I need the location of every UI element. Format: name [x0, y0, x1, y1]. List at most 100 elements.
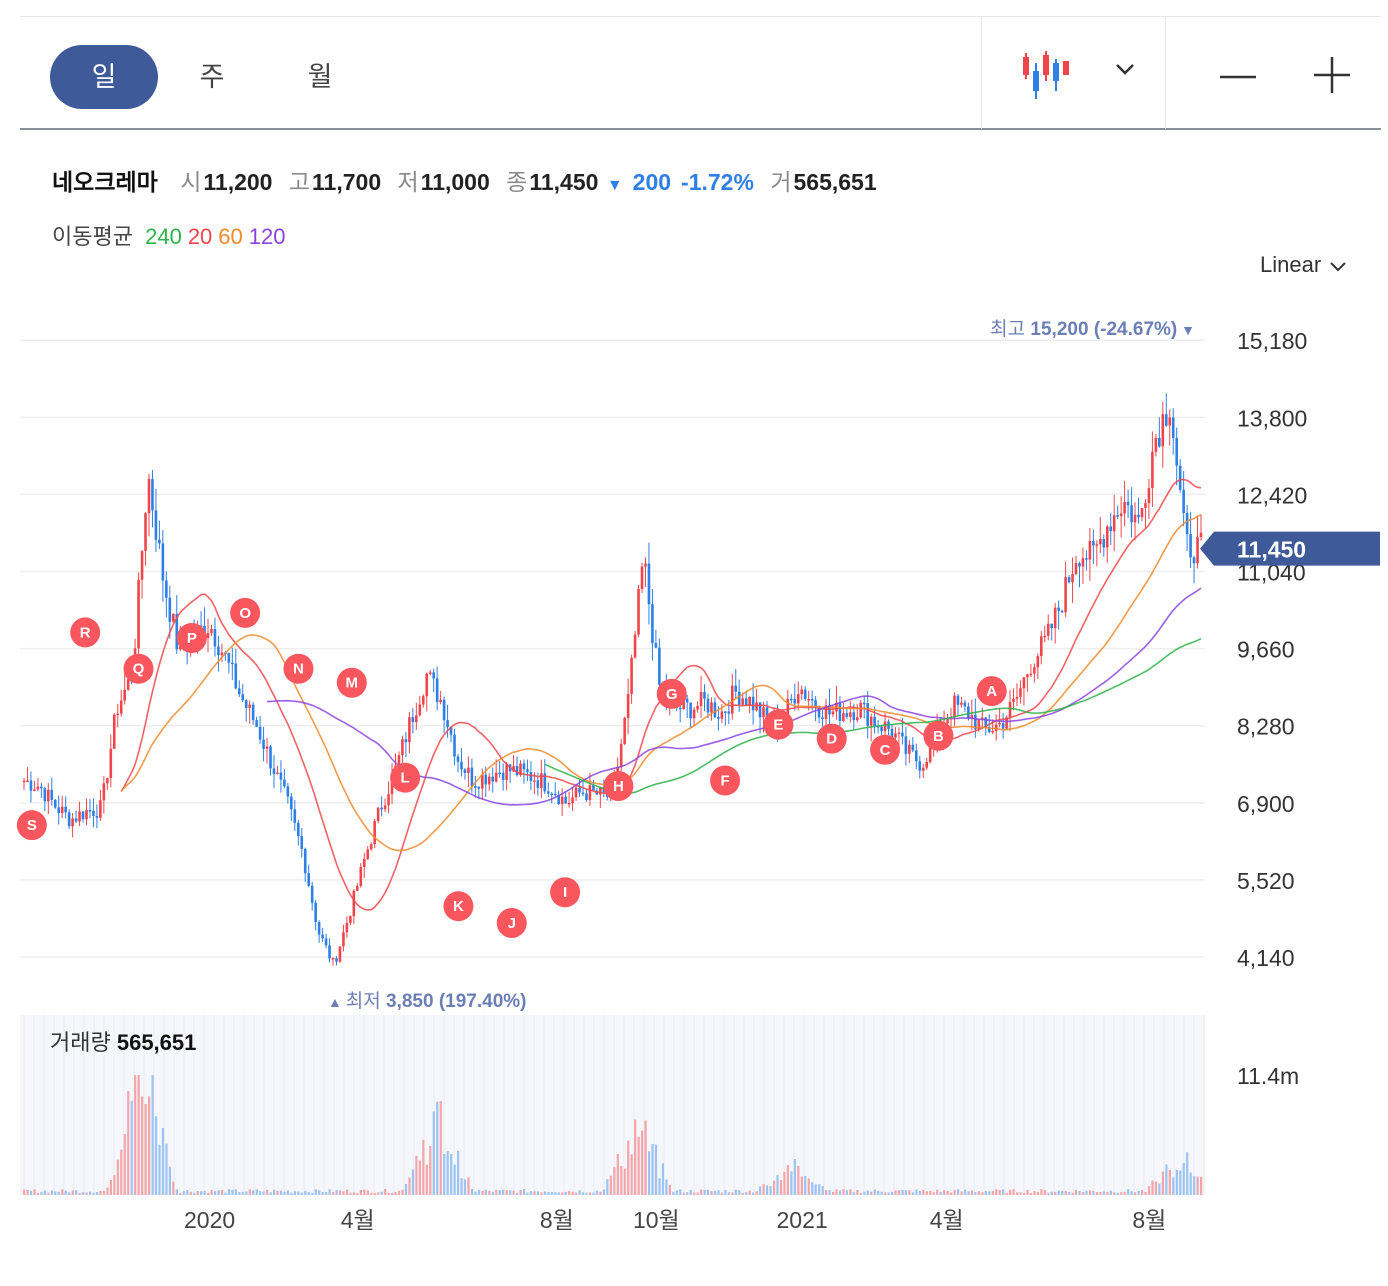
candle-body: [1199, 532, 1203, 538]
volume-bar: [453, 1164, 456, 1195]
candle-body: [168, 597, 172, 622]
candle-body: [283, 779, 286, 787]
candle-body: [1039, 636, 1043, 657]
volume-bar: [241, 1191, 244, 1195]
candle-body: [338, 946, 342, 962]
candle-body: [831, 711, 835, 715]
volume-bar: [717, 1190, 720, 1195]
candle-body: [453, 734, 456, 757]
event-marker-label: C: [880, 742, 891, 759]
volume-bar: [380, 1191, 383, 1195]
volume-bar: [40, 1191, 43, 1195]
candle-body: [380, 807, 383, 810]
candle-body: [220, 652, 224, 655]
candle-body: [421, 696, 425, 705]
volume-bar: [1165, 1164, 1168, 1195]
volume-bar: [172, 1181, 175, 1195]
event-marker-circle: [283, 653, 314, 684]
event-marker-circle: [816, 723, 847, 754]
volume-bar: [894, 1190, 897, 1195]
tab-week[interactable]: 주: [199, 62, 225, 92]
volume-bar: [613, 1167, 616, 1195]
volume-bar: [297, 1191, 300, 1195]
candle-body: [1189, 534, 1192, 558]
candle-body: [908, 744, 911, 754]
candle-body: [1140, 507, 1144, 518]
volume-bar: [411, 1169, 415, 1195]
candle-body: [435, 678, 439, 703]
candle-body: [1033, 667, 1036, 674]
volume-bar: [713, 1190, 717, 1195]
zoom-in-button[interactable]: [1310, 53, 1354, 97]
volume-bar: [147, 1096, 151, 1195]
candle-body: [1123, 501, 1126, 514]
volume-bar: [491, 1191, 494, 1195]
volume-bar: [1022, 1192, 1026, 1195]
volume-bar: [943, 1190, 946, 1195]
event-marker-label: J: [508, 915, 516, 932]
tab-day[interactable]: 일: [50, 45, 158, 109]
candle-body: [165, 580, 168, 598]
volume-bar: [276, 1190, 279, 1195]
candle-body: [727, 711, 731, 714]
candle-body: [1053, 607, 1057, 629]
volume-bar: [911, 1192, 915, 1195]
candle-body: [314, 902, 317, 923]
volume-bar: [835, 1189, 838, 1195]
candle-body: [501, 772, 505, 780]
tab-month[interactable]: 월: [307, 62, 333, 92]
candle-body: [92, 810, 95, 816]
event-marker-circle: [16, 810, 47, 841]
event-marker-r: R: [70, 617, 101, 648]
volume-bar: [404, 1183, 408, 1195]
volume-bar: [439, 1101, 442, 1195]
volume-bar: [568, 1191, 571, 1195]
candle-body: [269, 746, 272, 769]
candle-body: [838, 702, 842, 721]
volume-bar: [647, 1151, 651, 1195]
volume-bar: [415, 1155, 418, 1195]
volume-bar: [408, 1177, 411, 1195]
volume-bar: [352, 1192, 356, 1195]
volume-bar: [1088, 1190, 1092, 1195]
volume-bar: [1061, 1190, 1064, 1195]
candle-body: [980, 717, 984, 720]
candle-body: [1095, 544, 1099, 546]
candle-body: [237, 688, 241, 695]
candlestick-icon[interactable]: [1020, 49, 1072, 101]
candle-body: [1050, 623, 1054, 629]
volume-bar: [43, 1190, 47, 1195]
scale-selector[interactable]: Linear: [1260, 252, 1349, 278]
volume-bar: [706, 1189, 710, 1195]
candle-body: [345, 922, 349, 933]
volume-bar: [578, 1190, 581, 1195]
candle-body: [626, 693, 630, 718]
high-value: 11,700: [312, 169, 382, 195]
volume-bar: [627, 1140, 630, 1195]
candle-body: [998, 723, 1001, 725]
event-marker-circle: [176, 623, 207, 654]
volume-bar: [769, 1186, 772, 1195]
volume-bar: [609, 1175, 612, 1195]
candle-body: [994, 724, 998, 731]
y-tick-label: 6,900: [1237, 791, 1295, 817]
candle-body: [619, 744, 623, 768]
candle-body: [376, 807, 380, 822]
volume-bar: [571, 1191, 574, 1195]
event-marker-circle: [710, 765, 741, 796]
volume-bar: [227, 1189, 231, 1195]
candle-body: [137, 579, 140, 649]
candle-body: [1109, 526, 1113, 532]
candle-body: [1175, 437, 1178, 466]
volume-bar: [814, 1184, 817, 1195]
volume-bar: [561, 1192, 564, 1195]
candle-body: [849, 712, 852, 717]
candle-body: [946, 718, 949, 724]
volume-bar: [484, 1189, 487, 1195]
volume-bar: [47, 1192, 50, 1195]
chevron-down-icon[interactable]: [1110, 57, 1140, 81]
zoom-out-button[interactable]: [1216, 55, 1260, 99]
ma-label: 이동평균: [52, 224, 133, 249]
volume-bar: [1186, 1152, 1189, 1195]
